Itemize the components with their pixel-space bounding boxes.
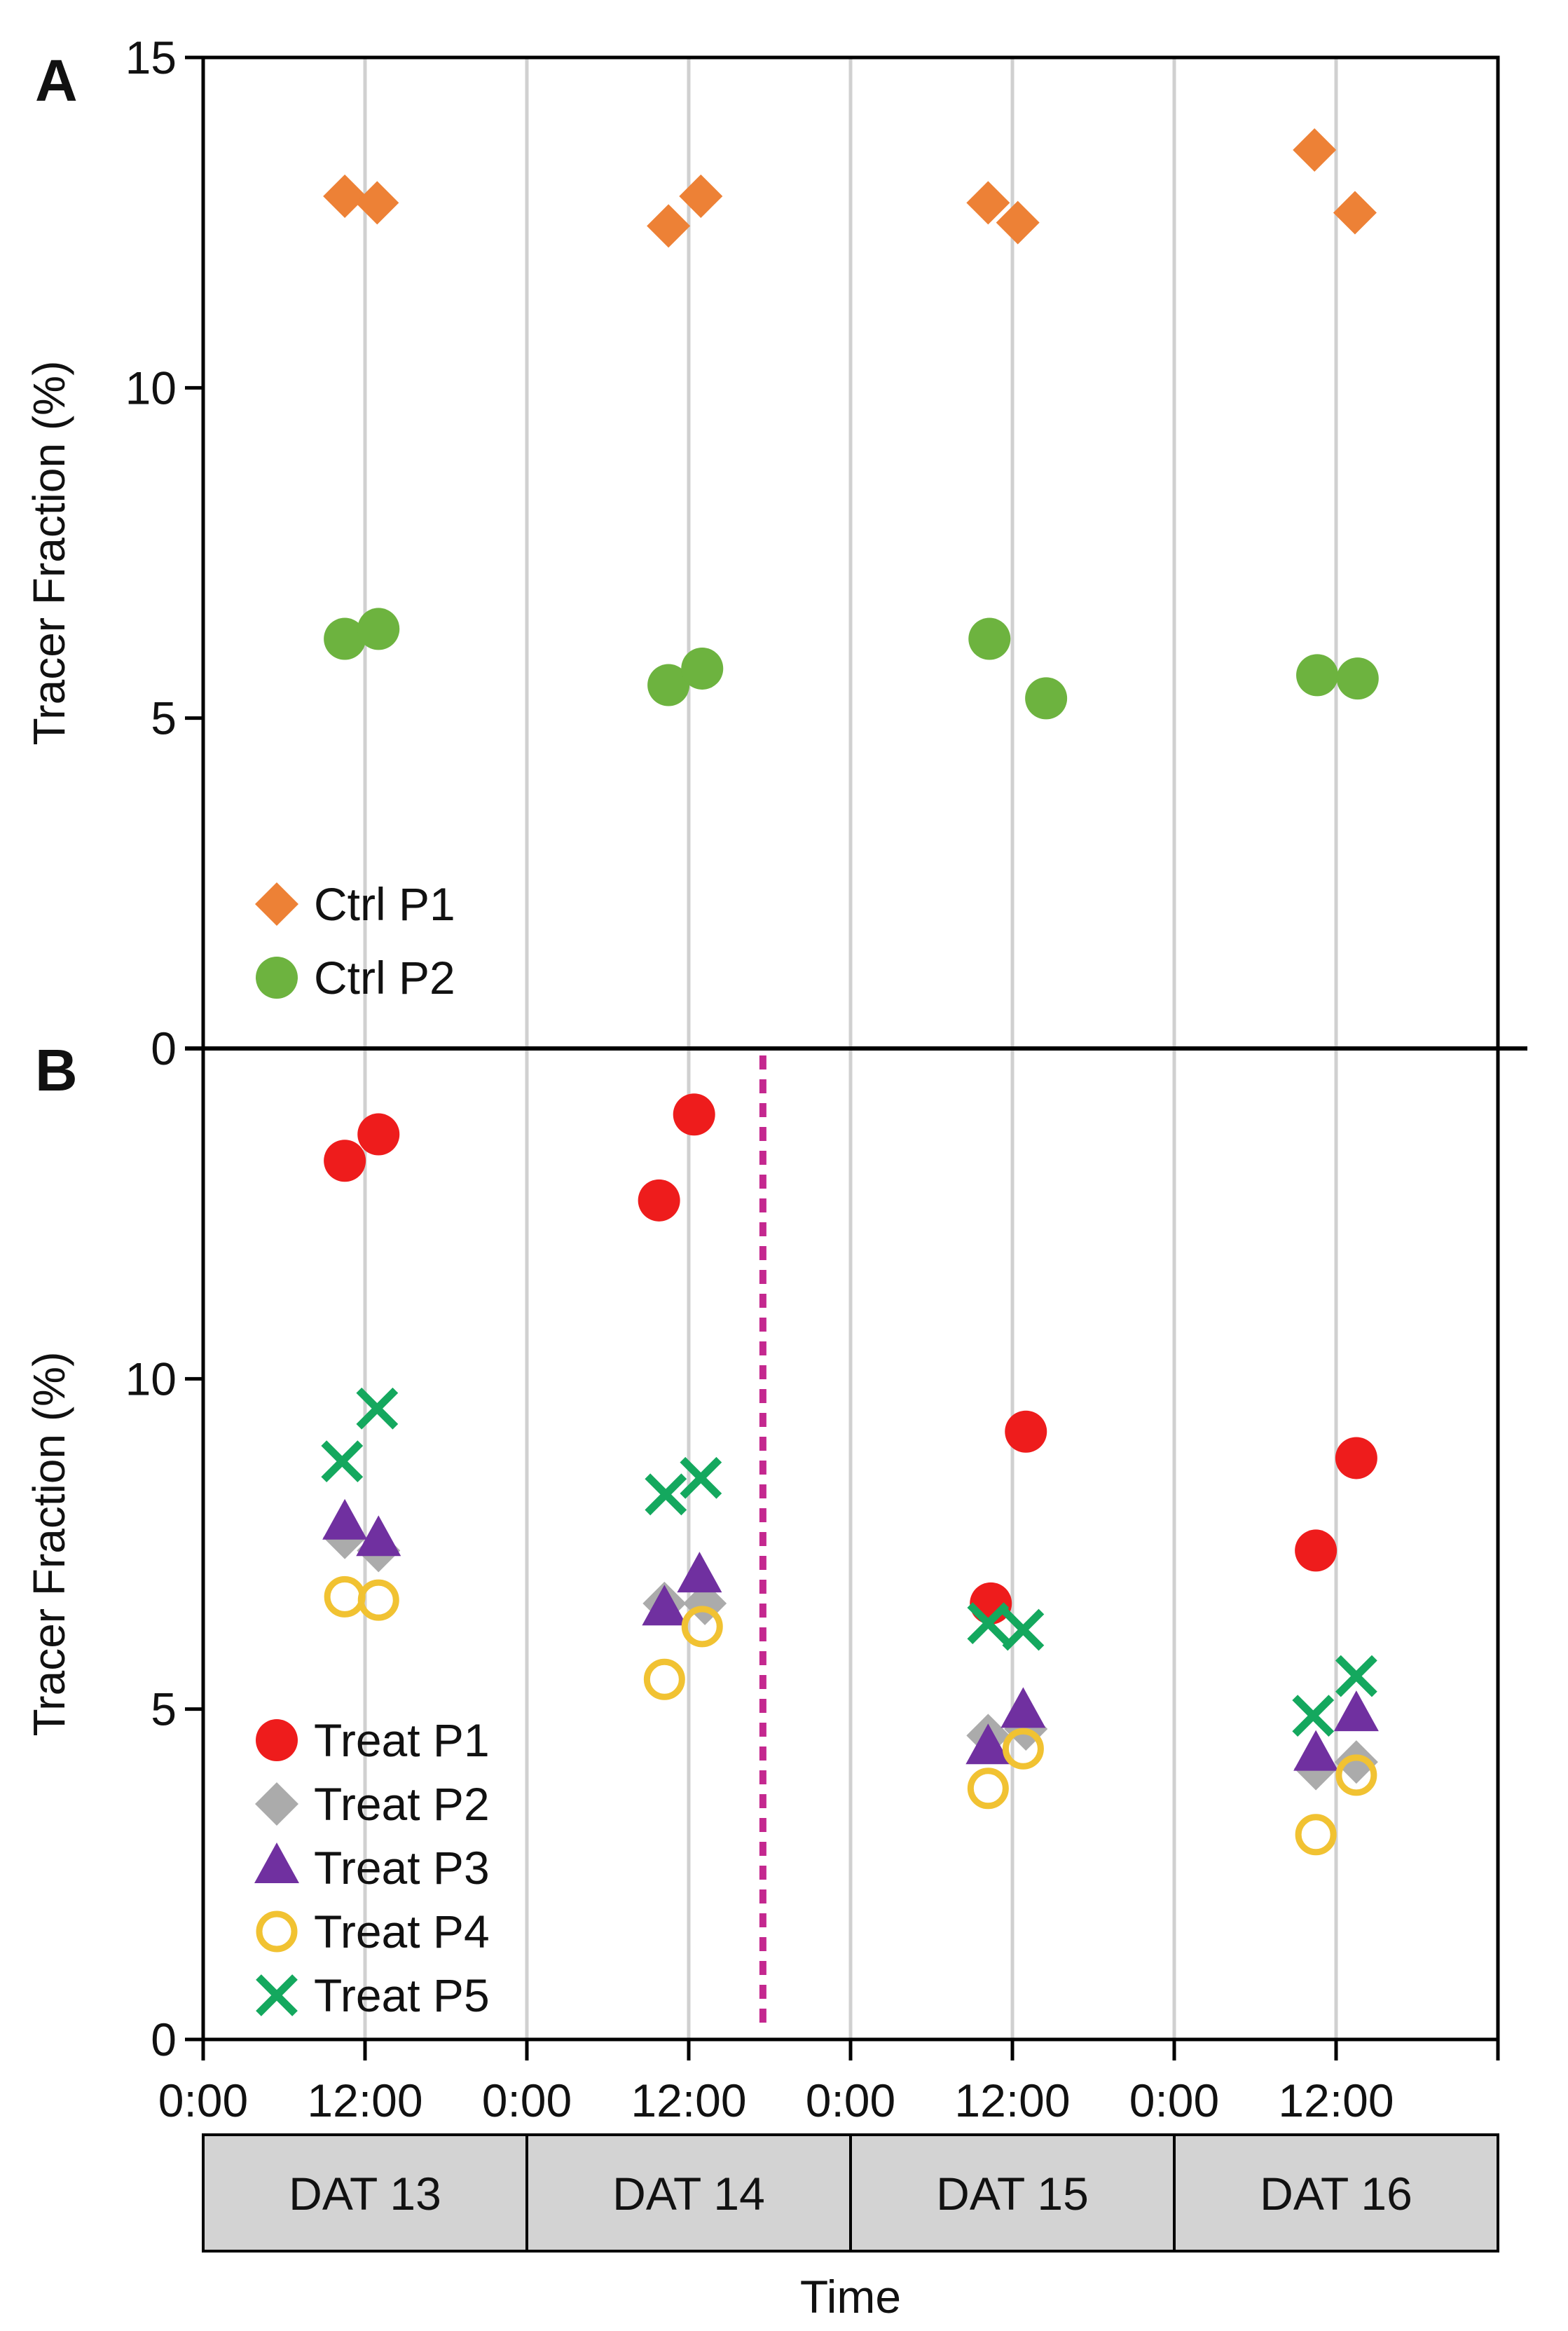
point-treat-p5 <box>967 1602 1010 1645</box>
day-box <box>849 2133 1176 2253</box>
y-tick-label: 0 <box>151 2014 177 2065</box>
point-treat-p5 <box>321 1440 364 1483</box>
y-tick-label: 0 <box>151 1023 177 1074</box>
points-layer <box>321 128 1379 1856</box>
point-ctrl-p2 <box>647 664 690 706</box>
day-label: DAT 16 <box>1260 2168 1412 2220</box>
y-axis-label: Tracer Fraction (%) <box>24 1352 74 1737</box>
legend-marker <box>254 1843 299 1883</box>
point-treat-p1 <box>1335 1437 1377 1479</box>
panel-label: A <box>35 48 78 114</box>
legend-label: Treat P5 <box>314 1969 490 2021</box>
legend-marker <box>256 1974 298 2016</box>
point-treat-p3 <box>322 1498 368 1540</box>
y-tick-label: 5 <box>151 1683 177 1735</box>
point-treat-p1 <box>357 1113 400 1156</box>
x-tick-label: 12:00 <box>631 2074 746 2126</box>
point-treat-p4 <box>643 1658 685 1700</box>
y-tick-label: 10 <box>125 362 177 413</box>
point-ctrl-p1 <box>323 174 367 218</box>
point-ctrl-p1 <box>647 204 691 248</box>
point-treat-p5 <box>1292 1695 1335 1737</box>
legend-marker <box>255 1782 298 1826</box>
legend-marker <box>256 957 298 999</box>
point-treat-p5 <box>356 1387 399 1430</box>
point-ctrl-p1 <box>996 200 1040 245</box>
point-ctrl-p2 <box>681 647 724 690</box>
point-treat-p2 <box>1334 1740 1378 1784</box>
day-label: DAT 14 <box>612 2168 765 2220</box>
legend-marker <box>256 1719 298 1761</box>
point-treat-p4 <box>357 1579 399 1621</box>
x-tick-label: 0:00 <box>806 2074 895 2126</box>
point-treat-p5 <box>1335 1655 1377 1697</box>
x-tick-label: 0:00 <box>158 2074 248 2126</box>
axes-layer <box>185 55 1527 2253</box>
point-treat-p5 <box>645 1473 687 1516</box>
y-tick-label: 5 <box>151 692 177 744</box>
legend-label: Ctrl P2 <box>314 952 455 1004</box>
x-tick-label: 12:00 <box>1278 2074 1394 2126</box>
legend-label: Treat P4 <box>314 1906 490 1957</box>
day-box <box>1173 2133 1499 2253</box>
legend-label: Treat P1 <box>314 1714 490 1766</box>
point-treat-p3 <box>1000 1687 1046 1728</box>
point-ctrl-p2 <box>324 617 366 660</box>
point-ctrl-p1 <box>1293 128 1337 172</box>
point-treat-p3 <box>1293 1730 1339 1771</box>
y-axis-label: Tracer Fraction (%) <box>24 361 74 746</box>
legend-layer: Ctrl P1 Ctrl P2 Treat P1 Treat P2 Treat P3 Tr… <box>254 878 490 2021</box>
point-ctrl-p1 <box>1333 191 1377 235</box>
legend-label: Ctrl P1 <box>314 878 455 930</box>
point-treat-p4 <box>1335 1754 1377 1796</box>
legend-label: Treat P2 <box>314 1778 490 1830</box>
point-ctrl-p1 <box>355 181 399 225</box>
point-treat-p3 <box>1333 1690 1379 1732</box>
x-axis-label: Time <box>800 2271 901 2323</box>
grid-layer <box>363 57 1338 2039</box>
point-ctrl-p2 <box>1336 657 1379 700</box>
point-treat-p3 <box>677 1552 722 1593</box>
point-treat-p5 <box>680 1456 722 1499</box>
point-treat-p5 <box>1002 1608 1045 1651</box>
point-treat-p1 <box>324 1140 366 1182</box>
day-box <box>202 2133 528 2253</box>
point-treat-p4 <box>681 1606 723 1648</box>
day-label: DAT 15 <box>936 2168 1089 2220</box>
legend-label: Treat P3 <box>314 1842 490 1894</box>
point-treat-p3 <box>356 1515 401 1557</box>
point-ctrl-p2 <box>968 617 1011 660</box>
point-treat-p4 <box>967 1768 1009 1810</box>
point-ctrl-p2 <box>1025 677 1068 720</box>
point-treat-p1 <box>1005 1410 1047 1453</box>
point-treat-p4 <box>1295 1814 1337 1856</box>
point-ctrl-p2 <box>1296 654 1339 697</box>
x-tick-label: 12:00 <box>307 2074 422 2126</box>
day-label: DAT 13 <box>289 2168 441 2220</box>
day-box <box>525 2133 852 2253</box>
point-treat-p1 <box>638 1179 680 1222</box>
point-ctrl-p1 <box>679 174 723 218</box>
point-treat-p3 <box>642 1585 687 1626</box>
x-tick-label: 0:00 <box>1129 2074 1219 2126</box>
x-tick-label: 0:00 <box>482 2074 572 2126</box>
point-treat-p1 <box>1295 1529 1337 1572</box>
legend-marker <box>256 1910 298 1953</box>
y-tick-label: 15 <box>125 32 177 83</box>
point-treat-p3 <box>965 1723 1011 1765</box>
x-tick-label: 12:00 <box>954 2074 1070 2126</box>
legend-marker <box>255 882 298 926</box>
point-ctrl-p1 <box>966 181 1010 225</box>
point-treat-p4 <box>1002 1728 1044 1770</box>
y-tick-label: 10 <box>125 1353 177 1404</box>
panel-label: B <box>35 1037 78 1103</box>
label-layer: 0 5 10 15 Tracer Fraction (%) A 0 5 10 Tracer Fra… <box>24 32 1412 2323</box>
point-ctrl-p2 <box>357 608 400 650</box>
point-treat-p1 <box>673 1093 715 1136</box>
